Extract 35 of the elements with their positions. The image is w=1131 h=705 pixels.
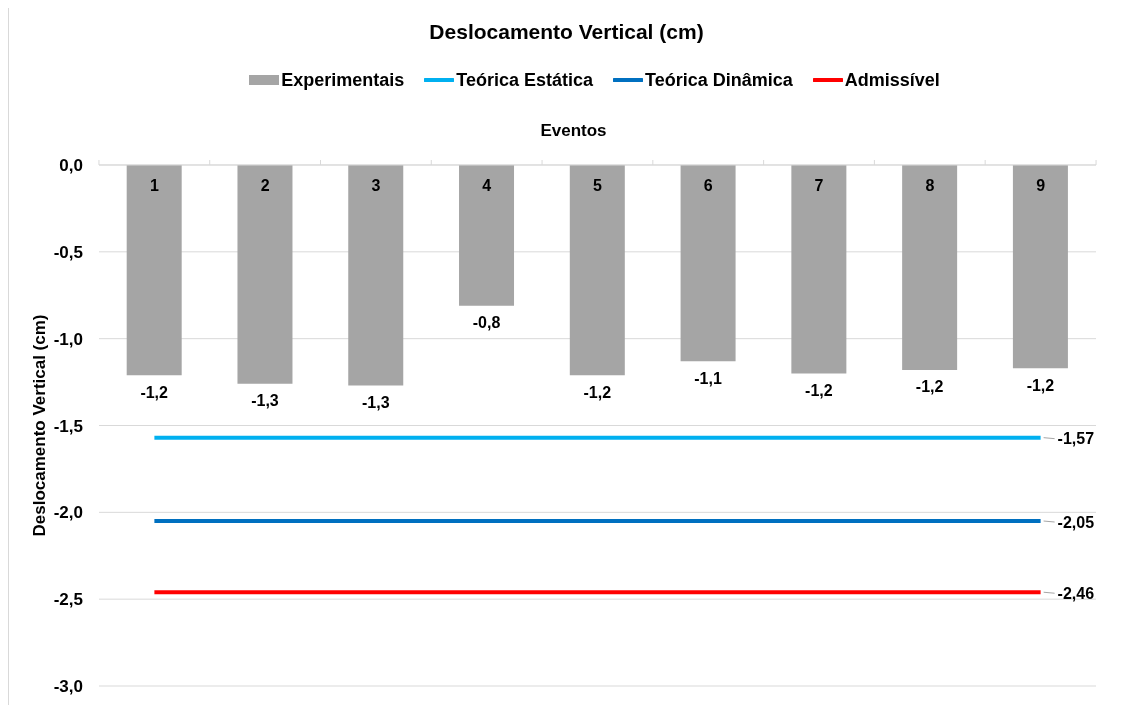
data-label: -0,8 (472, 314, 501, 332)
x-tick-label: 5 (593, 176, 603, 194)
data-label: -2,46 (1057, 584, 1095, 602)
y-tick-label: -0,5 (53, 242, 83, 262)
y-tick-label: 0,0 (59, 156, 83, 176)
data-label: -1,2 (915, 378, 944, 396)
data-label: -1,2 (583, 383, 612, 401)
data-label: -2,05 (1057, 513, 1095, 531)
data-label: -1,1 (694, 369, 722, 387)
y-tick-label: -1,0 (53, 329, 83, 349)
x-tick-label: 9 (1036, 176, 1046, 194)
y-axis-title: Deslocamento Vertical (cm) (29, 314, 49, 537)
legend-label: Teórica Dinâmica (645, 69, 793, 91)
x-tick-label: 4 (482, 176, 492, 194)
legend-label: Admissível (844, 69, 940, 91)
y-tick-label: -2,5 (53, 590, 83, 610)
x-axis-title: Eventos (540, 120, 607, 140)
x-tick-label: 1 (149, 176, 159, 194)
legend-label: Experimentais (281, 69, 405, 91)
data-label: -1,57 (1057, 430, 1095, 448)
data-label: -1,3 (361, 394, 390, 412)
y-tick-label: -3,0 (53, 677, 83, 697)
chart-title: Deslocamento Vertical (cm) (428, 19, 705, 45)
x-tick-label: 6 (703, 176, 713, 194)
x-tick-label: 2 (260, 176, 270, 194)
data-label: -1,3 (251, 392, 279, 410)
data-label: -1,2 (805, 381, 833, 399)
x-tick-label: 8 (925, 176, 935, 194)
y-tick-label: -2,0 (53, 503, 83, 523)
legend-label: Teórica Estática (456, 69, 593, 91)
data-label: -1,2 (140, 383, 169, 401)
data-label: -1,2 (1026, 376, 1055, 394)
x-tick-label: 3 (371, 176, 381, 194)
y-tick-label: -1,5 (53, 416, 83, 436)
x-tick-label: 7 (814, 176, 824, 194)
